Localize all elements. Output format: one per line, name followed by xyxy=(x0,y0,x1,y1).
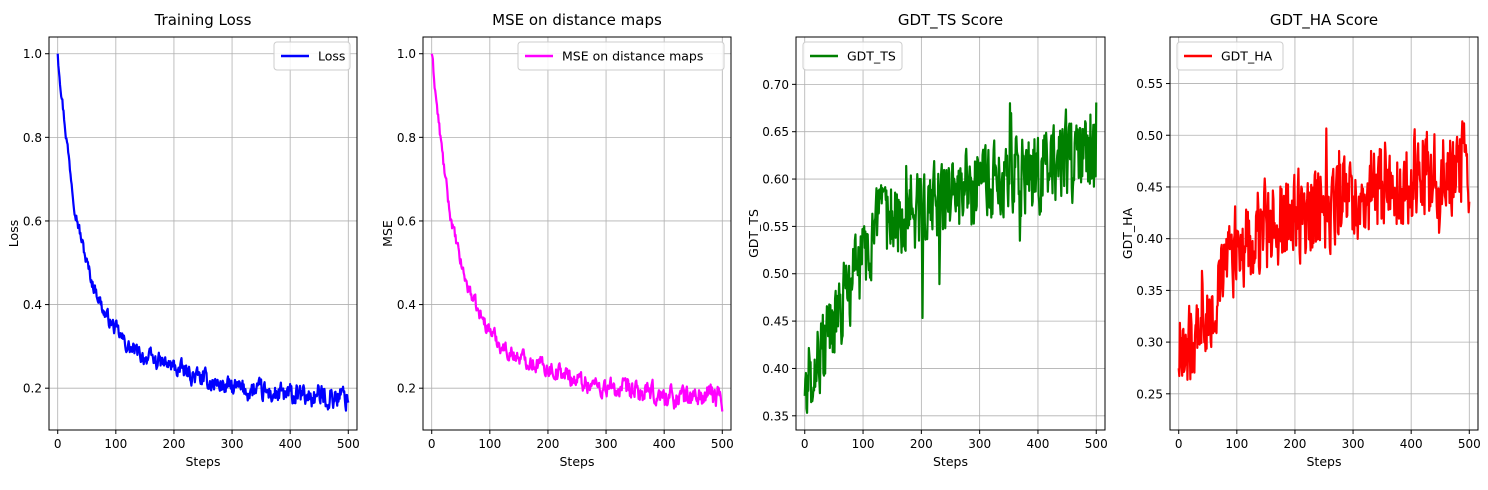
y-tick-label: 0.8 xyxy=(397,131,416,145)
y-tick-label: 0.25 xyxy=(1136,387,1163,401)
chart-panel: 0 100 200 300 400 500 0.35 0.40 0.45 0.50 0.55 0.60… xyxy=(746,11,1108,469)
y-tick-label: 0.8 xyxy=(23,131,42,145)
legend: GDT_TS xyxy=(802,41,903,71)
axes-frame xyxy=(48,36,358,431)
y-tick-label: 0.40 xyxy=(1136,232,1163,246)
x-tick-label: 0 xyxy=(1175,437,1183,451)
x-tick-label: 500 xyxy=(337,437,360,451)
x-tick-label: 500 xyxy=(1458,437,1481,451)
x-tick-label: 200 xyxy=(536,437,559,451)
y-tick-label: 0.45 xyxy=(762,315,789,329)
y-tick-label: 1.0 xyxy=(23,47,42,61)
legend: Loss xyxy=(273,41,351,71)
x-tick-label: 300 xyxy=(221,437,244,451)
y-axis-label: GDT_TS xyxy=(746,209,761,258)
x-tick-label: 500 xyxy=(711,437,734,451)
legend: GDT_HA xyxy=(1176,41,1284,71)
x-tick-label: 200 xyxy=(910,437,933,451)
chart-panel: 0 100 200 300 400 500 0.2 0.4 0.6 0.8 1.0 Training … xyxy=(6,11,360,469)
y-tick-label: 0.2 xyxy=(23,382,42,396)
y-tick-label: 0.40 xyxy=(762,362,789,376)
legend-box xyxy=(517,41,725,71)
series-line xyxy=(430,53,724,412)
series-line xyxy=(1177,120,1471,381)
y-tick-label: 1.0 xyxy=(397,47,416,61)
y-axis-label: GDT_HA xyxy=(1120,207,1135,259)
x-tick-label: 0 xyxy=(801,437,809,451)
legend-label: MSE on distance maps xyxy=(562,49,703,64)
x-tick-label: 200 xyxy=(162,437,185,451)
y-tick-label: 0.35 xyxy=(1136,284,1163,298)
x-tick-label: 400 xyxy=(1026,437,1049,451)
axes-frame xyxy=(795,36,1106,431)
x-tick-label: 0 xyxy=(54,437,62,451)
legend-box xyxy=(802,41,903,71)
y-tick-label: 0.6 xyxy=(23,214,42,228)
x-tick-label: 0 xyxy=(428,437,436,451)
x-axis-label: Steps xyxy=(1307,454,1342,469)
x-tick-label: 500 xyxy=(1085,437,1108,451)
y-axis-label: Loss xyxy=(6,220,21,247)
x-tick-label: 300 xyxy=(595,437,618,451)
y-tick-label: 0.30 xyxy=(1136,336,1163,350)
y-tick-label: 0.4 xyxy=(397,298,416,312)
x-tick-label: 100 xyxy=(1225,437,1248,451)
x-tick-label: 400 xyxy=(653,437,676,451)
x-tick-label: 100 xyxy=(104,437,127,451)
y-tick-label: 0.70 xyxy=(762,78,789,92)
series-line xyxy=(56,53,350,412)
x-tick-label: 100 xyxy=(852,437,875,451)
x-tick-label: 200 xyxy=(1283,437,1306,451)
axes-frame xyxy=(1169,36,1479,431)
chart-title: GDT_HA Score xyxy=(1270,11,1378,30)
legend-label: Loss xyxy=(318,49,345,64)
legend-label: GDT_TS xyxy=(847,49,896,64)
y-tick-label: 0.50 xyxy=(1136,129,1163,143)
series-line xyxy=(803,102,1098,414)
x-tick-label: 100 xyxy=(478,437,501,451)
y-tick-label: 0.35 xyxy=(762,409,789,423)
legend-box xyxy=(1176,41,1284,71)
legend: MSE on distance maps xyxy=(517,41,725,71)
x-axis-label: Steps xyxy=(933,454,968,469)
y-tick-label: 0.50 xyxy=(762,267,789,281)
x-tick-label: 300 xyxy=(968,437,991,451)
x-axis-label: Steps xyxy=(186,454,221,469)
legend-box xyxy=(273,41,351,71)
x-tick-label: 300 xyxy=(1342,437,1365,451)
x-tick-label: 400 xyxy=(1400,437,1423,451)
y-tick-label: 0.2 xyxy=(397,382,416,396)
y-tick-label: 0.55 xyxy=(762,220,789,234)
y-tick-label: 0.45 xyxy=(1136,180,1163,194)
y-tick-label: 0.4 xyxy=(23,298,42,312)
y-tick-label: 0.60 xyxy=(762,173,789,187)
chart-title: GDT_TS Score xyxy=(898,11,1003,30)
legend-label: GDT_HA xyxy=(1221,49,1273,64)
x-tick-label: 400 xyxy=(279,437,302,451)
y-tick-label: 0.6 xyxy=(397,214,416,228)
chart-title: MSE on distance maps xyxy=(492,11,662,29)
x-axis-label: Steps xyxy=(560,454,595,469)
axes-frame xyxy=(422,36,732,431)
chart-panel: 0 100 200 300 400 500 0.2 0.4 0.6 0.8 1.0 MSE on di… xyxy=(380,11,734,469)
chart-title: Training Loss xyxy=(154,11,252,29)
chart-panel: 0 100 200 300 400 500 0.25 0.30 0.35 0.40 0.45 0.50… xyxy=(1120,11,1481,469)
y-tick-label: 0.55 xyxy=(1136,77,1163,91)
y-tick-label: 0.65 xyxy=(762,125,789,139)
y-axis-label: MSE xyxy=(380,220,395,247)
